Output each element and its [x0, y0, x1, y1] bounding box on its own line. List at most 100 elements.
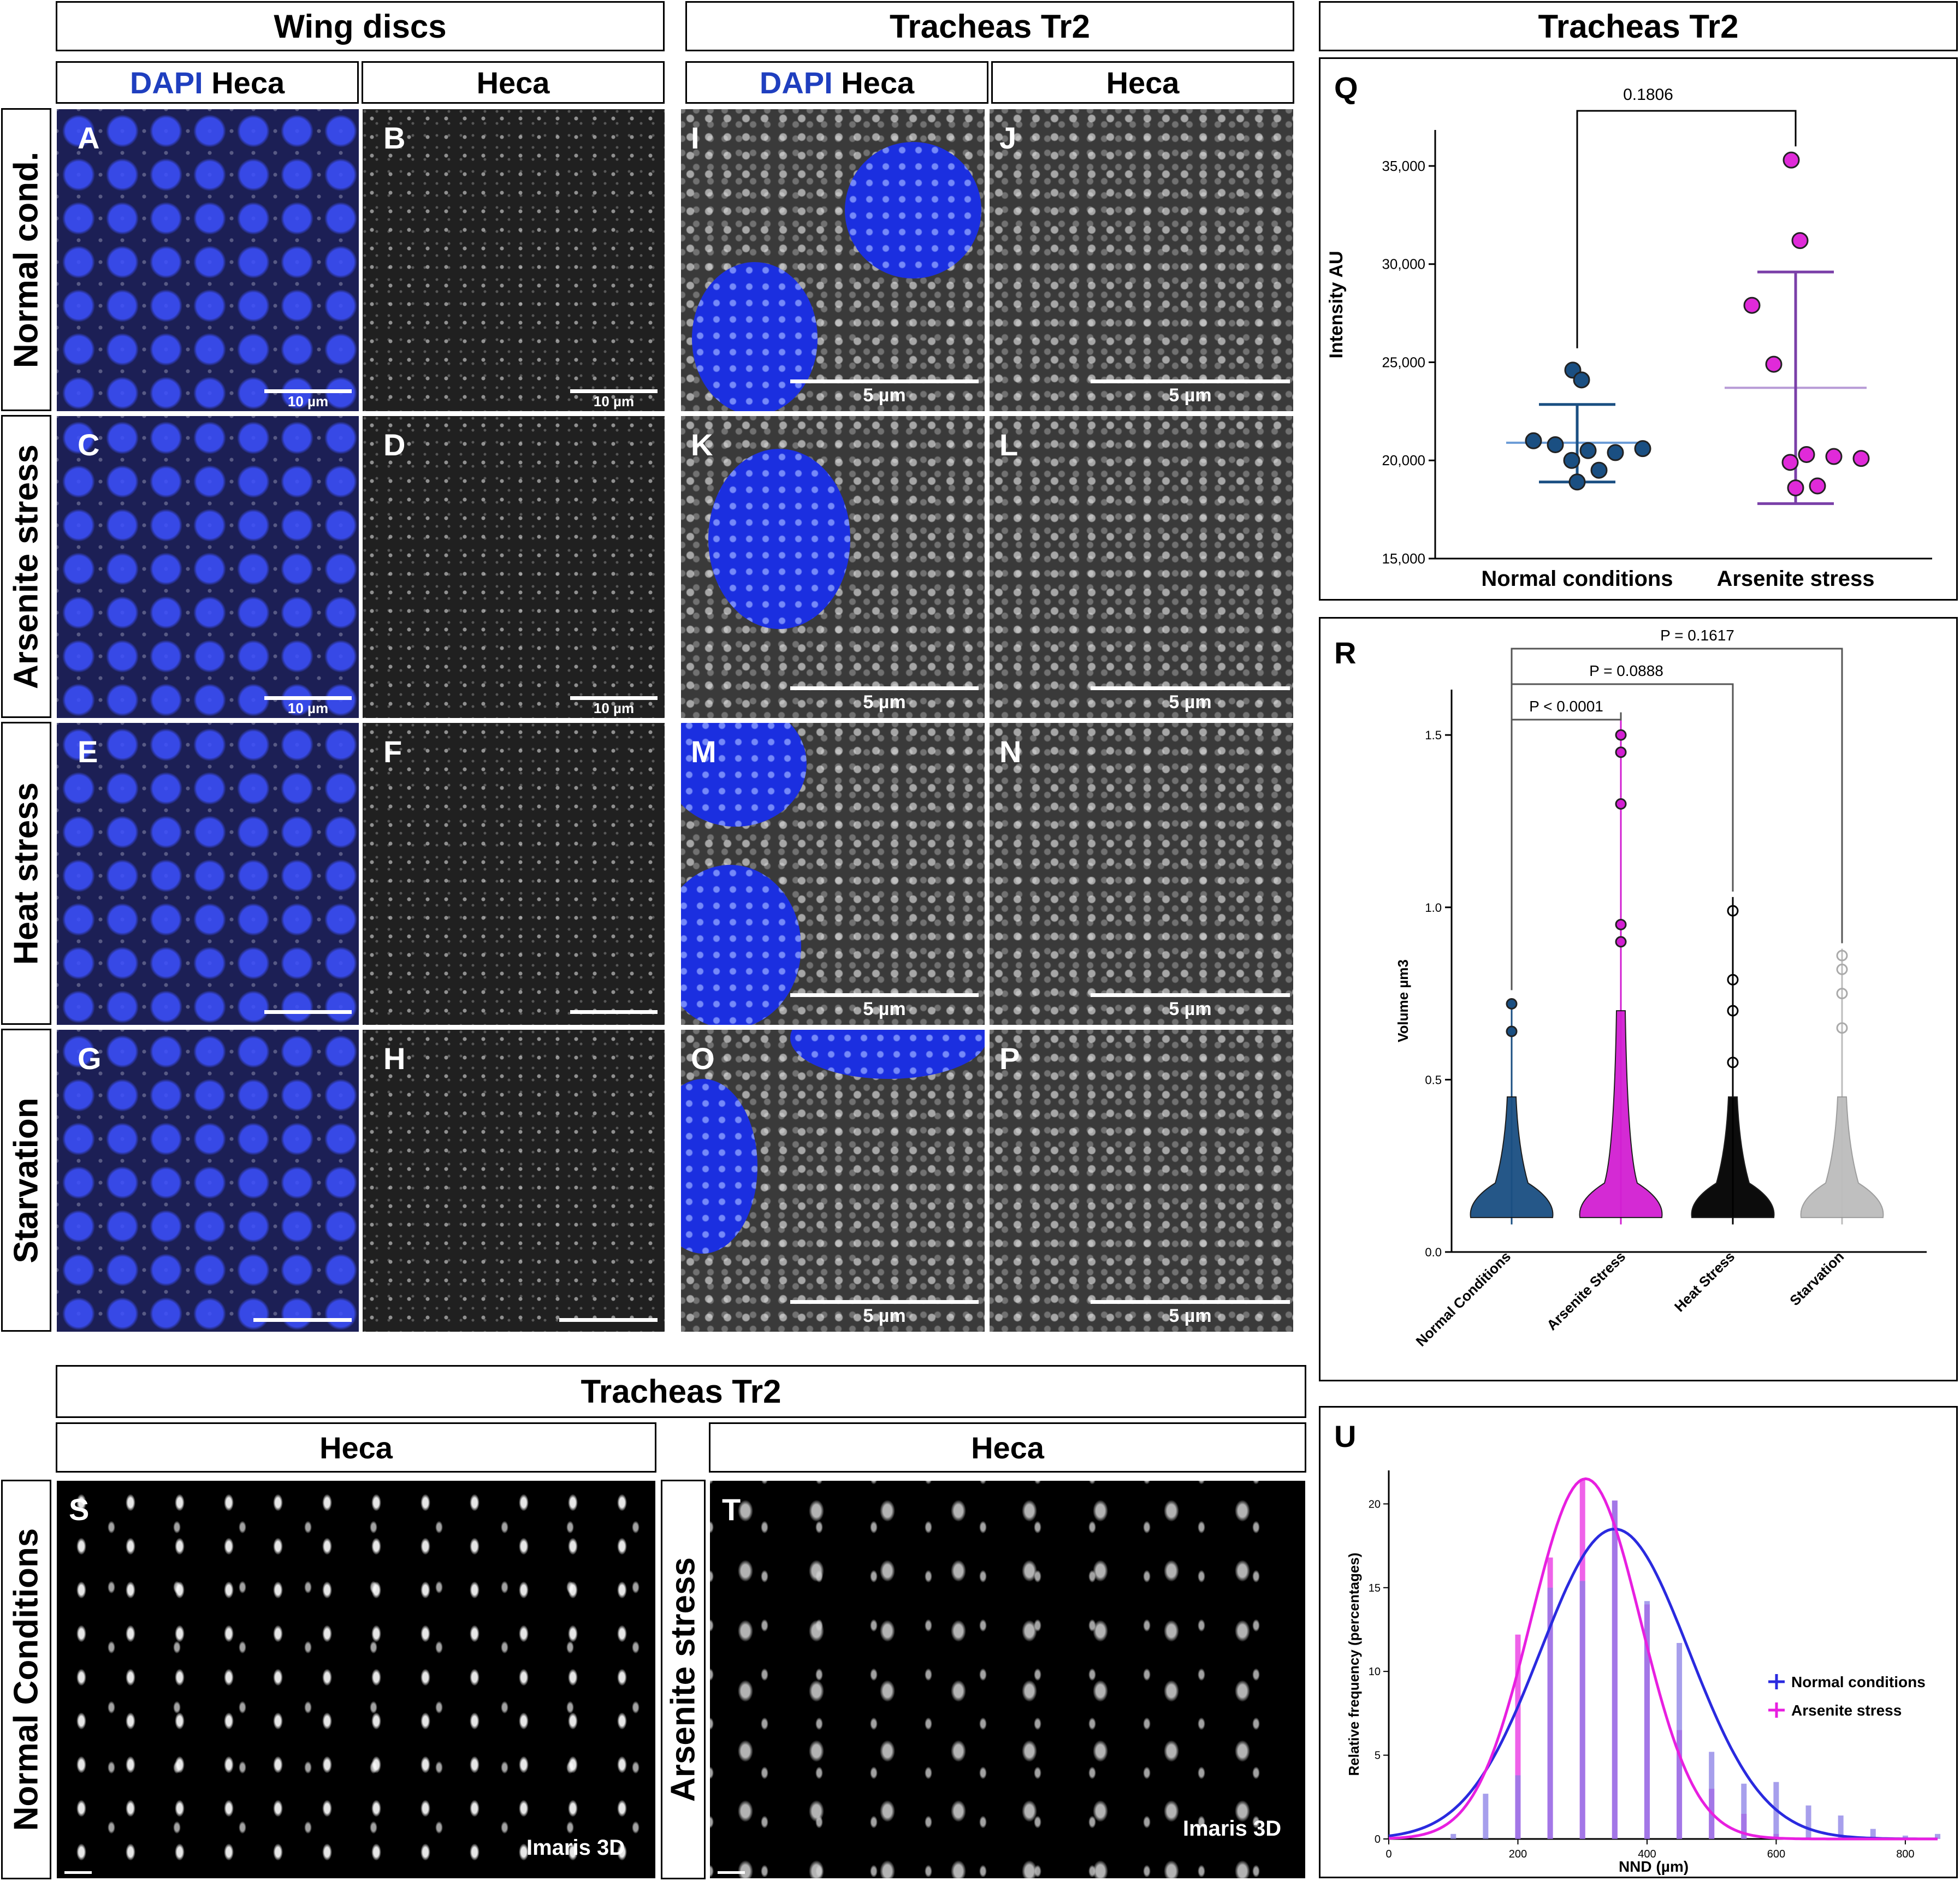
data-point: [1781, 454, 1799, 471]
panel-letter-j: J: [999, 121, 1017, 155]
x-category-label: Arsenite Stress: [1543, 1248, 1629, 1333]
imaris-label: Imaris 3D: [526, 1836, 625, 1860]
histogram-bar: [1805, 1805, 1811, 1839]
histogram-bar: [1579, 1581, 1585, 1839]
subheader-heca-t: Heca: [709, 1422, 1306, 1473]
scale-bar: [253, 1318, 352, 1322]
panel-letter-a: A: [78, 121, 100, 155]
data-point: [1590, 461, 1608, 479]
x-tick-label: 800: [1896, 1848, 1914, 1860]
histogram-bar: [1644, 1601, 1650, 1839]
heca-label: Heca: [211, 65, 285, 100]
data-point: [1836, 963, 1848, 975]
image-panel-k: K 5 µm: [680, 415, 986, 719]
panel-letter-d: D: [383, 428, 406, 462]
nucleus-shape: [681, 1079, 757, 1254]
image-panel-d: D 10 µm: [362, 415, 666, 719]
data-point: [1727, 1005, 1739, 1017]
image-panel-e: E: [56, 722, 360, 1026]
image-panel-s: S Imaris 3D: [56, 1480, 656, 1879]
panel-letter-o: O: [691, 1041, 715, 1076]
row-label-heat: Heat stress: [1, 722, 51, 1025]
panel-letter-e: E: [78, 734, 98, 769]
scale-bar: [264, 389, 352, 393]
significance-bracket: [1511, 648, 1843, 990]
subheader-heca-trachea: Heca: [991, 61, 1294, 104]
data-point: [1506, 998, 1518, 1010]
data-point: [1579, 442, 1597, 459]
subheader-dapi-heca-wing: DAPI Heca: [56, 61, 359, 104]
volume-scatter-chart: 0.0 0.5 1.0 1.5 Volume µm3 P < 0.0001 P = 0…: [1395, 627, 1927, 1350]
panel-letter-b: B: [383, 121, 406, 155]
data-point: [1809, 477, 1826, 495]
scale-bar-label: 5 µm: [863, 1306, 906, 1326]
row-label-normal-conditions: Normal Conditions: [1, 1480, 51, 1879]
y-axis-label: Intensity AU: [1326, 251, 1347, 358]
scale-bar: [1091, 993, 1290, 997]
y-tick-label: 5: [1375, 1750, 1381, 1762]
y-tick-label: 1.5: [1425, 728, 1442, 742]
scale-bar: [570, 1010, 658, 1014]
histogram-bar: [1870, 1829, 1876, 1839]
x-tick-label: 600: [1767, 1848, 1785, 1860]
row-label-starvation: Starvation: [1, 1029, 51, 1332]
image-panel-j: J 5 µm: [988, 108, 1294, 412]
scale-bar-label: 5 µm: [863, 385, 906, 406]
data-point: [1783, 151, 1800, 169]
scale-bar-label: 5 µm: [1169, 692, 1212, 713]
nucleus-shape: [681, 865, 801, 1025]
panel-letter-f: F: [383, 734, 402, 769]
histogram-bar: [1515, 1634, 1521, 1839]
image-panel-b: B 10 µm: [362, 108, 666, 412]
scale-bar: [570, 696, 658, 700]
data-point: [1743, 296, 1761, 314]
scale-bar: [790, 1300, 979, 1304]
x-category-label: Starvation: [1786, 1248, 1847, 1309]
data-point: [1506, 1025, 1518, 1037]
dapi-label: DAPI: [129, 65, 203, 100]
image-panel-o: O 5 µm: [680, 1029, 986, 1333]
scale-bar: [790, 993, 979, 997]
distribution-body: [1800, 1096, 1884, 1218]
header-wing-discs: Wing discs: [56, 1, 665, 51]
data-point: [1852, 450, 1870, 467]
x-category-label: Heat Stress: [1671, 1248, 1738, 1315]
data-point: [1615, 918, 1627, 930]
nucleus-shape: [845, 142, 981, 278]
panel-letter-p: P: [999, 1041, 1020, 1076]
p-value-label: P = 0.0888: [1589, 662, 1663, 679]
header-tracheas-left: Tracheas Tr2: [685, 1, 1294, 51]
data-point: [1798, 446, 1815, 463]
histogram-bar: [1741, 1783, 1747, 1839]
scale-bar: [790, 379, 979, 383]
histogram-bar: [1902, 1835, 1908, 1839]
y-tick-label: 15: [1369, 1582, 1381, 1594]
y-tick-label: 1.0: [1425, 901, 1442, 915]
scale-bar: [570, 389, 658, 393]
p-value-label: 0.1806: [1623, 86, 1673, 104]
panel-letter-i: I: [691, 121, 700, 155]
scale-bar: [264, 696, 352, 700]
y-tick-label: 20,000: [1382, 452, 1425, 468]
image-panel-t: T Imaris 3D: [709, 1480, 1306, 1879]
x-axis-label: NND (µm): [1619, 1858, 1689, 1875]
y-tick-label: 10: [1369, 1666, 1381, 1678]
header-tracheas-bottom: Tracheas Tr2: [56, 1365, 1306, 1418]
data-point: [1615, 798, 1627, 810]
image-panel-c: C 10 µm: [56, 415, 360, 719]
panel-letter-h: H: [383, 1041, 406, 1076]
data-point: [1836, 1022, 1848, 1034]
histogram-bar: [1677, 1643, 1683, 1839]
histogram-bar: [1483, 1794, 1489, 1839]
scale-bar: [64, 1871, 92, 1874]
x-category-label: Arsenite stress: [1716, 567, 1874, 591]
scale-bar-label: 10 µm: [287, 700, 329, 716]
y-tick-label: 0: [1375, 1833, 1381, 1846]
data-point: [1836, 950, 1848, 962]
y-tick-label: 0.5: [1425, 1073, 1442, 1087]
significance-bracket: [1576, 110, 1797, 348]
subheader-heca-wing: Heca: [362, 61, 665, 104]
y-tick-label: 30,000: [1382, 256, 1425, 272]
subheader-dapi-heca-trachea: DAPI Heca: [685, 61, 988, 104]
scale-bar-label: 5 µm: [863, 999, 906, 1019]
